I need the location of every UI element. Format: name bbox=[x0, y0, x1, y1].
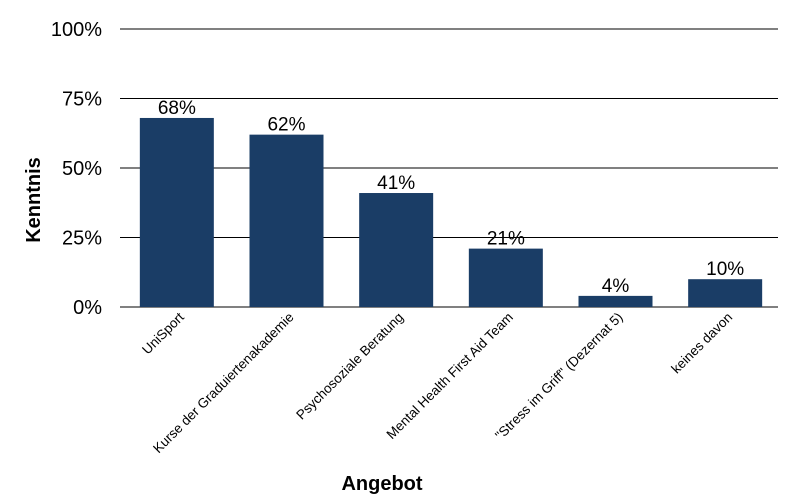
y-axis-ticks: 0% 25% 50% 75% 100% bbox=[51, 19, 102, 319]
x-tick-label: Mental Health First Aid Team bbox=[383, 310, 515, 442]
data-label: 68% bbox=[158, 98, 196, 119]
y-tick-label: 0% bbox=[73, 297, 102, 319]
bar bbox=[688, 279, 763, 307]
x-tick-label: keines davon bbox=[668, 310, 735, 377]
y-tick-label: 50% bbox=[62, 158, 102, 180]
y-tick-label: 25% bbox=[62, 228, 102, 250]
x-tick-label: Psychosoziale Beratung bbox=[293, 310, 406, 423]
data-label: 4% bbox=[602, 276, 630, 297]
bar bbox=[139, 117, 214, 308]
data-label: 21% bbox=[487, 229, 525, 250]
bar bbox=[359, 193, 434, 307]
bars bbox=[139, 117, 763, 308]
bar bbox=[468, 248, 543, 307]
bar bbox=[578, 295, 653, 307]
data-label: 62% bbox=[267, 115, 305, 136]
x-tick-label: UniSport bbox=[139, 309, 187, 357]
y-axis-title: Kenntnis bbox=[23, 157, 45, 243]
data-label: 41% bbox=[377, 173, 415, 194]
x-axis-title: Angebot bbox=[341, 473, 422, 495]
data-label: 10% bbox=[706, 259, 744, 280]
y-tick-label: 75% bbox=[62, 89, 102, 111]
y-tick-label: 100% bbox=[51, 19, 102, 41]
gridlines bbox=[120, 28, 778, 308]
x-tick-label: "Stress im Griff" (Dezernat 5) bbox=[492, 310, 625, 443]
data-labels: 68% 62% 41% 21% 4% 10% bbox=[158, 98, 744, 297]
bar bbox=[249, 134, 324, 307]
